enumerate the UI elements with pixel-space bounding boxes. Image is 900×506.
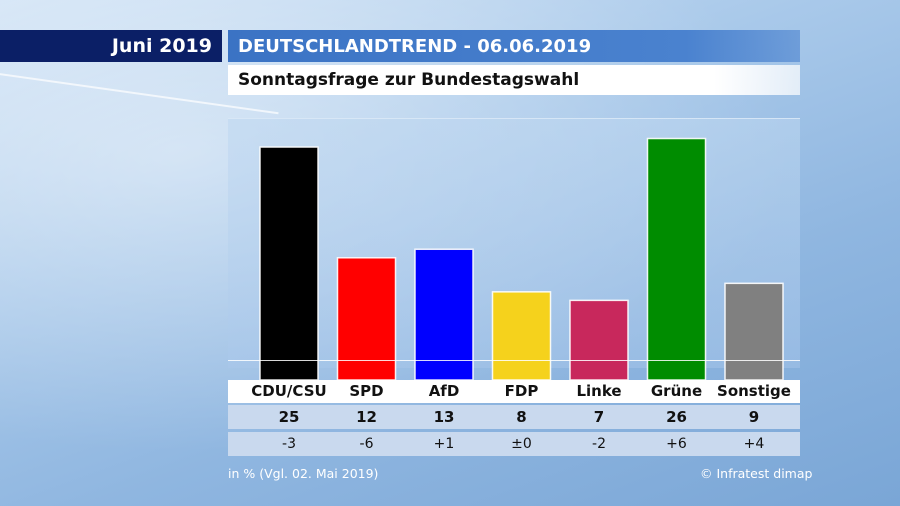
page-title: DEUTSCHLANDTREND - 06.06.2019 (228, 30, 800, 62)
category-label: SPD (349, 382, 384, 400)
change-label: ±0 (511, 436, 532, 452)
category-label: AfD (428, 382, 460, 400)
change-label: -3 (282, 436, 296, 452)
bar-fdp (491, 291, 552, 380)
value-label: 8 (516, 408, 527, 426)
value-label: 26 (666, 408, 687, 426)
category-label: Grüne (650, 382, 703, 400)
change-label: -6 (359, 436, 374, 452)
change-label: +4 (743, 436, 765, 452)
chart-subtitle: Sonntagsfrage zur Bundestagswahl (228, 65, 800, 95)
bar-spd (336, 257, 397, 380)
footer-source: © Infratest dimap (700, 466, 813, 481)
date-label: Juni 2019 (0, 30, 222, 62)
bar-chart (259, 137, 784, 380)
chart-area (228, 118, 800, 380)
value-label: 9 (748, 408, 760, 426)
value-label: 7 (593, 408, 605, 426)
value-strip (228, 405, 800, 429)
value-label: 13 (433, 408, 455, 426)
value-label: 12 (356, 408, 377, 426)
change-strip (228, 432, 800, 456)
bar-afd (414, 248, 474, 380)
footer-note: in % (Vgl. 02. Mai 2019) (228, 466, 379, 481)
label-strip (228, 380, 800, 403)
bar-sonstige (724, 282, 784, 380)
bar-cdu-csu (259, 146, 319, 380)
bar-gr-ne (646, 137, 707, 380)
chart-baseline (228, 360, 800, 361)
bar-linke (569, 299, 629, 380)
change-label: +6 (666, 436, 687, 452)
category-label: Sonstige (717, 382, 791, 400)
value-label: 25 (278, 408, 300, 426)
category-label: Linke (576, 382, 622, 400)
category-label: FDP (504, 382, 539, 400)
category-label: CDU/CSU (251, 382, 327, 400)
change-label: +1 (433, 436, 455, 452)
change-label: -2 (592, 436, 606, 452)
